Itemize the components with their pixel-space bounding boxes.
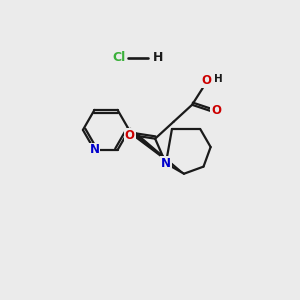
Text: O: O (211, 104, 221, 118)
Text: H: H (214, 74, 222, 84)
Polygon shape (128, 128, 184, 174)
Text: N: N (161, 157, 171, 170)
Text: Cl: Cl (112, 51, 126, 64)
Text: H: H (152, 51, 163, 64)
Text: O: O (125, 129, 135, 142)
Text: O: O (202, 74, 212, 87)
Text: N: N (89, 143, 100, 156)
